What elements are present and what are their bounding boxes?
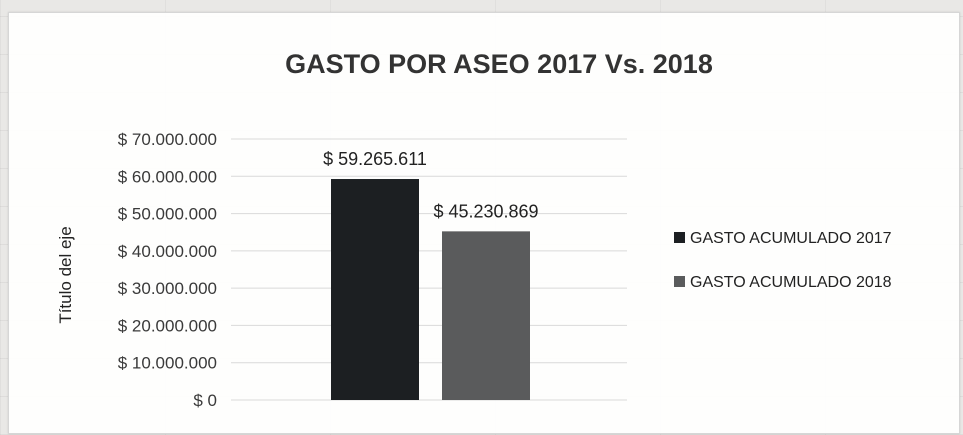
- chart-title: GASTO POR ASEO 2017 Vs. 2018: [285, 49, 713, 79]
- y-axis-ticks: $ 0 $ 10.000.000 $ 20.000.000 $ 30.000.000 $…: [118, 130, 217, 410]
- y-tick-label: $ 30.000.000: [118, 279, 217, 298]
- y-tick-label: $ 50.000.000: [118, 205, 217, 224]
- y-tick-label: $ 70.000.000: [118, 130, 217, 149]
- legend-item[interactable]: GASTO ACUMULADO 2018: [690, 274, 892, 291]
- data-label: $ 45.230.869: [433, 201, 538, 221]
- y-tick-label: $ 10.000.000: [118, 354, 217, 373]
- y-tick-label: $ 60.000.000: [118, 167, 217, 186]
- y-axis-label: Título del eje: [56, 226, 75, 323]
- bar-layer: $ 59.265.611 $ 45.230.869: [323, 149, 539, 400]
- data-label: $ 59.265.611: [323, 149, 427, 169]
- chart: GASTO POR ASEO 2017 Vs. 2018 Título del …: [56, 49, 892, 410]
- bar-2[interactable]: [442, 231, 530, 400]
- chart-area[interactable]: GASTO POR ASEO 2017 Vs. 2018 Título del …: [8, 12, 960, 434]
- legend-swatch: [674, 232, 685, 243]
- legend[interactable]: GASTO ACUMULADO 2017 GASTO ACUMULADO 2018: [674, 230, 892, 291]
- legend-swatch: [674, 276, 685, 287]
- bar-1[interactable]: [331, 179, 419, 400]
- legend-item[interactable]: GASTO ACUMULADO 2017: [690, 230, 892, 247]
- y-tick-label: $ 40.000.000: [118, 242, 217, 261]
- grid-layer: [231, 138, 627, 401]
- y-tick-label: $ 0: [193, 391, 217, 410]
- y-tick-label: $ 20.000.000: [118, 316, 217, 335]
